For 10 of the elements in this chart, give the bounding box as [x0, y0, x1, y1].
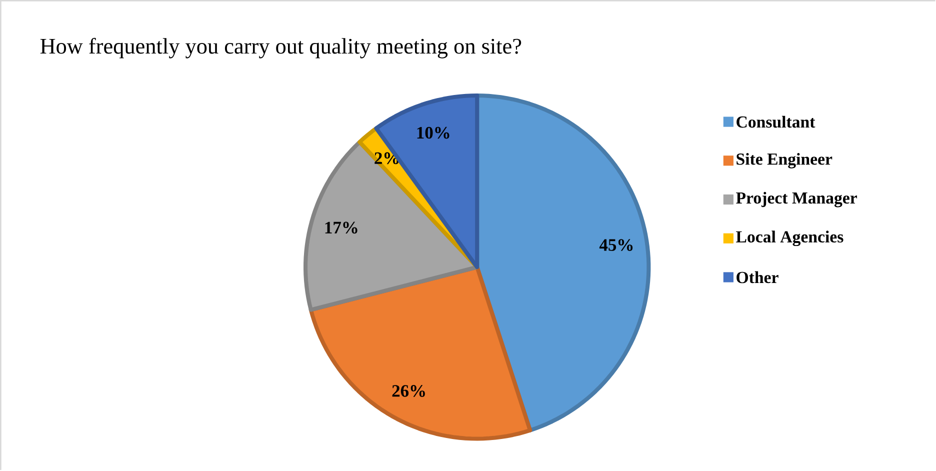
- chart-title: How frequently you carry out quality meeting on site?: [40, 38, 522, 58]
- data-label: 45%: [599, 239, 633, 252]
- legend-label: Other: [736, 271, 778, 284]
- legend-label: Site Engineer: [736, 153, 832, 168]
- data-label: 10%: [417, 127, 450, 139]
- data-label: 26%: [392, 385, 425, 398]
- legend-label: Consultant: [736, 116, 816, 128]
- legend-label: Local Agencies: [736, 230, 844, 246]
- legend-label: Project Manager: [736, 192, 857, 208]
- data-label: 17%: [325, 222, 358, 234]
